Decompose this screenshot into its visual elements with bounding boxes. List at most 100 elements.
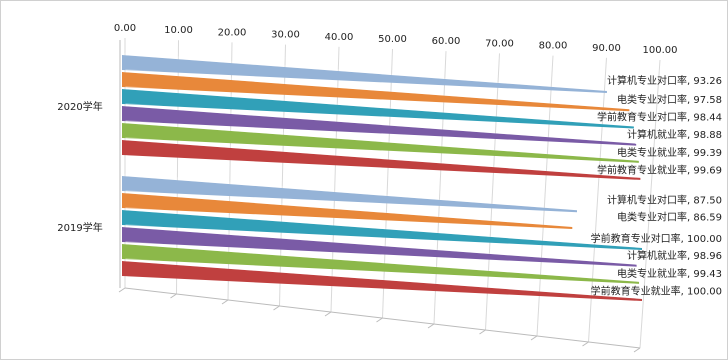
data-label-name: 电类专业对口率 (617, 210, 687, 223)
bar (122, 72, 630, 112)
x-tick-label: 70.00 (485, 38, 514, 49)
bar (122, 106, 637, 146)
data-label-separator: , (687, 251, 693, 262)
data-label-name: 学前教育专业对口率 (591, 232, 681, 245)
data-label-separator: , (687, 148, 693, 159)
data-label-name: 计算机就业率 (627, 249, 687, 262)
tick-mark (118, 287, 126, 293)
data-label: 计算机专业对口率, 93.26 (607, 74, 722, 87)
x-tick-label: 40.00 (325, 32, 354, 43)
x-tick-label: 20.00 (218, 27, 247, 38)
tick-mark (427, 323, 435, 329)
bottom-axis (124, 287, 641, 349)
bar-top (122, 52, 607, 91)
data-label: 学前教育专业对口率, 98.44 (597, 111, 722, 124)
bar (122, 140, 641, 180)
grid-line (639, 59, 661, 349)
tick-mark (170, 293, 177, 299)
bar (122, 261, 642, 301)
bar (122, 193, 573, 229)
x-tick-label: 0.00 (114, 23, 136, 34)
data-label-value: 86.59 (693, 212, 722, 223)
tick-mark (376, 317, 383, 323)
data-label-separator: , (687, 130, 693, 141)
bar (122, 227, 637, 267)
x-tick-label: 30.00 (271, 30, 300, 41)
data-label-value: 87.50 (693, 195, 722, 206)
data-label-value: 99.39 (693, 148, 722, 159)
data-label-name: 学前教育专业对口率 (597, 111, 687, 124)
data-label: 电类专业就业率, 99.43 (617, 267, 722, 280)
bar (122, 244, 640, 284)
data-label-separator: , (681, 234, 687, 245)
data-label-separator: , (681, 287, 687, 298)
y-tick-label: 2020学年 (57, 100, 102, 113)
data-label: 学前教育专业对口率, 100.00 (591, 232, 722, 245)
grid-line (536, 55, 554, 337)
data-label: 计算机就业率, 98.88 (627, 128, 722, 141)
bar-top (122, 241, 640, 282)
tick-mark (530, 335, 538, 341)
data-label-name: 学前教育专业就业率 (597, 163, 687, 176)
tick-mark (324, 311, 332, 317)
data-label-separator: , (687, 269, 693, 280)
grid-line (588, 57, 607, 343)
x-tick-label: 100.00 (643, 45, 678, 56)
data-label: 电类专业对口率, 97.58 (617, 93, 722, 106)
bar-top (122, 224, 637, 265)
bar-top (122, 69, 630, 110)
data-label-value: 100.00 (687, 234, 722, 245)
bar-top (122, 173, 577, 211)
data-label-value: 98.88 (693, 130, 722, 141)
data-label: 计算机专业对口率, 87.50 (607, 193, 722, 206)
y-tick-label: 2019学年 (57, 221, 102, 234)
data-label-value: 98.96 (693, 251, 722, 262)
bar-top (122, 258, 642, 299)
data-label-name: 电类专业就业率 (617, 267, 687, 280)
x-tick-label: 10.00 (164, 25, 193, 36)
data-label-value: 99.69 (693, 165, 722, 176)
data-label: 学前教育专业就业率, 99.69 (597, 163, 722, 176)
data-label-separator: , (687, 113, 693, 124)
data-label-separator: , (687, 165, 693, 176)
data-label-name: 计算机专业对口率 (607, 74, 687, 87)
tick-mark (273, 305, 280, 311)
x-tick-label: 80.00 (539, 41, 568, 52)
tick-mark (221, 299, 229, 305)
bar-top (122, 190, 573, 227)
data-label-value: 93.26 (693, 76, 722, 87)
bar (122, 123, 639, 163)
bar-top (122, 103, 637, 144)
data-label-separator: , (687, 212, 693, 223)
grid-line (485, 53, 500, 331)
data-label-name: 计算机专业对口率 (607, 193, 687, 206)
bar-top (122, 120, 639, 161)
data-label: 电类专业对口率, 86.59 (617, 210, 722, 223)
bar-top (122, 207, 642, 248)
data-label: 计算机就业率, 98.96 (627, 249, 722, 262)
data-label-name: 电类专业就业率 (617, 146, 687, 159)
data-label-value: 100.00 (687, 287, 722, 298)
data-label-name: 电类专业对口率 (617, 93, 687, 106)
bar (122, 176, 577, 213)
bar (122, 89, 634, 129)
tick-mark (582, 341, 589, 347)
x-tick-label: 90.00 (592, 43, 621, 54)
x-tick-label: 60.00 (432, 36, 461, 47)
data-label-separator: , (687, 195, 693, 206)
data-label-name: 学前教育专业就业率 (591, 285, 681, 298)
data-label-value: 99.43 (693, 269, 722, 280)
data-label: 电类专业就业率, 99.39 (617, 146, 722, 159)
bar (122, 55, 607, 93)
data-label-value: 97.58 (693, 95, 722, 106)
x-tick-label: 50.00 (378, 34, 407, 45)
data-label-value: 98.44 (693, 113, 722, 124)
bar (122, 210, 642, 250)
data-label-separator: , (687, 95, 693, 106)
tick-mark (633, 347, 641, 353)
bar-top (122, 86, 634, 127)
bar-top (122, 137, 641, 178)
data-label-separator: , (687, 76, 693, 87)
